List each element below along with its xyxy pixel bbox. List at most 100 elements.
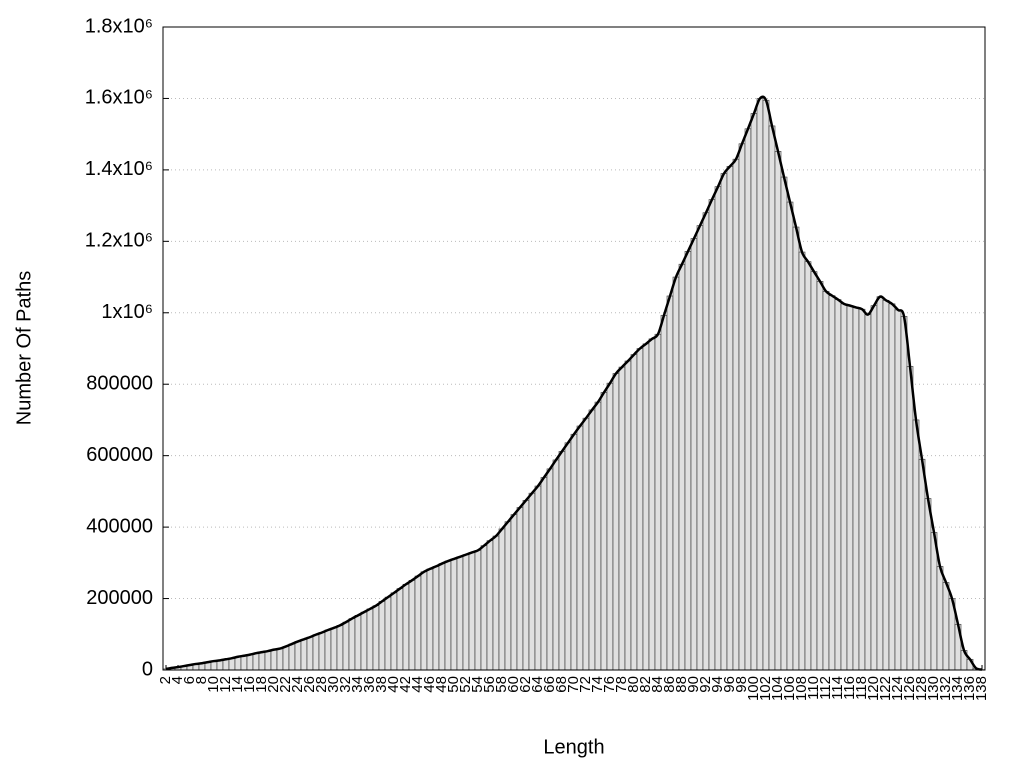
bar	[247, 655, 253, 670]
bar	[283, 646, 289, 670]
bar	[391, 593, 397, 670]
bar	[253, 653, 259, 670]
bar	[235, 657, 241, 670]
bar	[673, 277, 679, 670]
bar	[295, 641, 301, 670]
bar	[793, 227, 799, 670]
bar	[481, 546, 487, 670]
bar	[895, 310, 901, 670]
bar	[379, 601, 385, 670]
bar	[415, 576, 421, 670]
bar	[427, 569, 433, 670]
bar	[727, 166, 733, 670]
x-tick-label: 138	[973, 676, 990, 701]
bar	[301, 639, 307, 670]
bar	[595, 402, 601, 670]
y-tick-label: 1.6x10⁶	[85, 87, 153, 109]
bar	[697, 226, 703, 670]
y-tick-label: 1.8x10⁶	[85, 15, 153, 37]
bar	[241, 656, 247, 670]
bar	[661, 315, 667, 670]
bar	[901, 316, 907, 670]
bar	[307, 637, 313, 670]
bar	[859, 309, 865, 670]
bar	[829, 296, 835, 670]
bar	[679, 264, 685, 670]
bar	[397, 589, 403, 670]
bar	[577, 426, 583, 670]
bar	[511, 515, 517, 670]
bar	[349, 619, 355, 670]
bar	[637, 349, 643, 671]
bar	[871, 306, 877, 670]
y-axis-label: Number Of Paths	[13, 271, 35, 426]
bar	[499, 529, 505, 670]
bar	[787, 202, 793, 670]
y-tick-label: 1.2x10⁶	[85, 230, 153, 252]
bar	[433, 566, 439, 670]
bar	[889, 304, 895, 670]
y-tick-label: 600000	[86, 444, 153, 466]
bar	[943, 582, 949, 670]
bar	[811, 272, 817, 670]
bar	[649, 339, 655, 670]
bar	[757, 98, 763, 670]
bar	[721, 173, 727, 670]
y-tick-label: 1.4x10⁶	[85, 158, 153, 180]
bar	[583, 418, 589, 670]
bar	[331, 628, 337, 670]
bar	[685, 251, 691, 670]
x-axis-label: Length	[543, 736, 604, 758]
bar	[715, 187, 721, 670]
bar	[265, 651, 271, 670]
bar	[847, 306, 853, 670]
y-tick-label: 200000	[86, 587, 153, 609]
bar	[613, 374, 619, 670]
bar	[457, 557, 463, 670]
bar	[409, 580, 415, 670]
bar	[271, 650, 277, 670]
bar	[289, 644, 295, 670]
bar	[547, 469, 553, 670]
bar	[781, 177, 787, 670]
bar	[259, 652, 265, 670]
bar	[913, 420, 919, 670]
bar	[745, 129, 751, 670]
bar	[505, 522, 511, 670]
bar	[361, 612, 367, 670]
bar	[865, 315, 871, 670]
bar	[625, 361, 631, 670]
bar	[655, 334, 661, 670]
bar	[343, 622, 349, 670]
bar	[319, 632, 325, 670]
bar	[355, 615, 361, 670]
bar	[439, 564, 445, 670]
bar	[559, 451, 565, 670]
bar	[841, 304, 847, 670]
bar	[445, 561, 451, 670]
y-tick-label: 1x10⁶	[101, 301, 153, 323]
bar	[313, 635, 319, 670]
bar	[469, 552, 475, 670]
bar	[535, 486, 541, 670]
bar	[451, 559, 457, 670]
bar	[709, 200, 715, 670]
bar	[493, 536, 499, 670]
bar	[367, 609, 373, 670]
bar	[565, 443, 571, 670]
bar	[877, 297, 883, 670]
bar	[277, 649, 283, 670]
bar	[529, 493, 535, 670]
bar	[631, 355, 637, 670]
bar	[937, 566, 943, 670]
bar	[853, 307, 859, 670]
bar	[553, 460, 559, 670]
bar	[907, 366, 913, 670]
bar	[487, 541, 493, 670]
bar	[925, 499, 931, 670]
bar	[739, 144, 745, 670]
y-tick-label: 800000	[86, 373, 153, 395]
y-tick-label: 400000	[86, 515, 153, 537]
bar	[805, 262, 811, 670]
